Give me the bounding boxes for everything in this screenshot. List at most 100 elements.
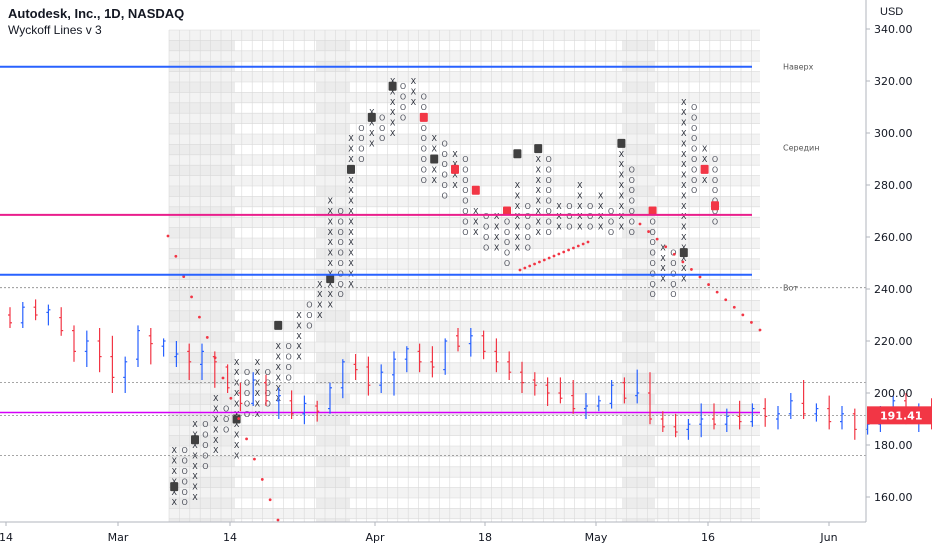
pnf-x-box: X [681, 181, 687, 190]
pnf-o-box: O [181, 488, 187, 497]
price-tick-label: 180.00 [874, 439, 913, 452]
pnf-x-box: X [192, 431, 198, 440]
pnf-x-box: X [348, 186, 354, 195]
pnf-o-box: O [421, 124, 427, 133]
pnf-x-box: X [348, 249, 354, 258]
pnf-x-box: X [681, 171, 687, 180]
pnf-x-box: X [390, 119, 396, 128]
pnf-o-box: O [608, 207, 614, 216]
pnf-x-box: X [556, 202, 562, 211]
indicator-title[interactable]: Wyckoff Lines v 3 [8, 23, 102, 37]
pnf-x-box: X [213, 446, 219, 455]
pnf-x-box: X [255, 389, 261, 398]
pnf-x-box: X [348, 145, 354, 154]
pnf-x-box: X [535, 186, 541, 195]
pnf-x-box: X [494, 223, 500, 232]
pnf-row-shade [169, 50, 760, 62]
pnf-x-box: X [619, 212, 625, 221]
pnf-x-box: X [577, 202, 583, 211]
pnf-o-box: O [545, 176, 551, 185]
pnf-o-box: O [462, 228, 468, 237]
pnf-x-box: X [473, 228, 479, 237]
pnf-x-box: X [234, 379, 240, 388]
pnf-o-box: O [608, 228, 614, 237]
pnf-x-box: X [390, 108, 396, 117]
pnf-x-box: X [619, 223, 625, 232]
pnf-o-box: O [202, 420, 208, 429]
pnf-o-box: O [712, 155, 718, 164]
pnf-o-box: O [441, 160, 447, 169]
pnf-o-box: O [545, 217, 551, 226]
pnf-o-box: O [441, 171, 447, 180]
price-tick-label: 340.00 [874, 23, 913, 36]
pnf-o-box: O [483, 243, 489, 252]
pnf-x-box: X [452, 171, 458, 180]
pnf-x-box: X [255, 379, 261, 388]
pnf-o-box: O [691, 186, 697, 195]
pnf-x-box: X [515, 191, 521, 200]
pnf-x-box: X [192, 493, 198, 502]
trend-dot [182, 275, 186, 278]
pnf-o-box: O [545, 197, 551, 206]
pnf-o-box: O [566, 223, 572, 232]
chart-title: Autodesk, Inc., 1D, NASDAQ [8, 6, 185, 21]
pnf-marked-box [451, 164, 459, 174]
pnf-x-box: X [213, 394, 219, 403]
pnf-o-box: O [421, 103, 427, 112]
pnf-row-shade [169, 362, 760, 374]
trend-dot [229, 396, 233, 400]
pnf-o-box: O [691, 155, 697, 164]
pnf-marked-box [679, 248, 688, 258]
pnf-o-box: O [223, 425, 229, 434]
pnf-row-shade [169, 175, 760, 186]
pnf-x-box: X [255, 399, 261, 408]
pnf-o-box: O [462, 217, 468, 226]
pnf-o-box: O [608, 217, 614, 226]
pnf-x-box: X [681, 202, 687, 211]
pnf-o-box: O [545, 165, 551, 174]
pnf-o-box: O [504, 217, 510, 226]
pnf-x-box: X [660, 264, 666, 273]
pnf-x-box: X [431, 145, 437, 154]
pnf-o-box: O [441, 181, 447, 190]
pnf-o-box: O [202, 441, 208, 450]
pnf-x-box: X [619, 150, 625, 159]
pnf-o-box: O [691, 113, 697, 122]
pnf-x-box: X [327, 228, 333, 237]
price-tick-label: 240.00 [874, 283, 913, 296]
pnf-x-box: X [348, 134, 354, 143]
pnf-o-box: O [483, 223, 489, 232]
pnf-x-box: X [681, 160, 687, 169]
pnf-x-box: X [577, 191, 583, 200]
pnf-x-box: X [192, 462, 198, 471]
pnf-row-shade [169, 425, 760, 436]
pnf-x-box: X [213, 415, 219, 424]
pnf-o-box: O [244, 399, 250, 408]
pnf-o-box: O [202, 462, 208, 471]
pnf-o-box: O [244, 389, 250, 398]
currency-label: USD [880, 6, 904, 18]
pnf-x-box: X [515, 212, 521, 221]
trend-dot [253, 457, 256, 461]
pnf-x-box: X [171, 457, 177, 466]
pnf-o-box: O [400, 93, 406, 102]
pnf-o-box: O [181, 498, 187, 507]
trend-dot [647, 230, 650, 233]
pnf-x-box: X [369, 129, 375, 138]
pnf-o-box: O [712, 217, 718, 226]
pnf-marked-box [617, 138, 626, 148]
last-price-badge [867, 406, 931, 425]
trend-dot [221, 376, 225, 380]
trend-dot [245, 437, 248, 441]
pnf-x-box: X [681, 243, 687, 252]
trend-dot [690, 268, 693, 271]
pnf-o-box: O [525, 223, 531, 232]
pnf-x-box: X [348, 280, 354, 289]
pnf-o-box: O [483, 233, 489, 242]
pnf-o-box: O [629, 197, 635, 206]
pnf-x-box: X [213, 405, 219, 414]
trend-dot [664, 245, 668, 249]
trend-dot [576, 244, 580, 248]
pnf-row-shade [169, 321, 760, 332]
